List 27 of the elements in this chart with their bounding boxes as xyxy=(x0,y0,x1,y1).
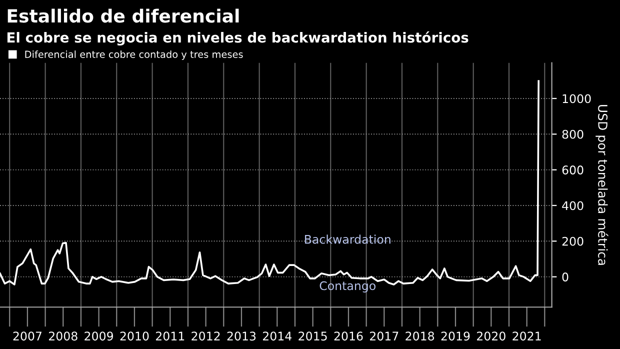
x-tick-label: 2015 xyxy=(298,332,327,341)
x-tick-label: 2012 xyxy=(192,332,220,341)
x-tick-label: 2011 xyxy=(156,332,184,341)
x-tick-label: 2019 xyxy=(441,332,470,341)
y-tick-label: 1000 xyxy=(562,94,591,104)
annotation: Backwardation xyxy=(305,234,390,244)
x-tick-label: 2014 xyxy=(262,332,292,341)
x-tick-label: 2009 xyxy=(84,332,113,341)
x-tick-label: 2007 xyxy=(13,332,42,341)
x-tick-label: 2016 xyxy=(334,332,363,341)
x-tick-label: 2013 xyxy=(227,332,256,341)
legend-label: Diferencial entre cobre contado y tres meses xyxy=(25,50,243,60)
x-tick-label: 2008 xyxy=(48,332,78,341)
x-tick-label: 2021 xyxy=(512,332,541,341)
x-tick-label: 2017 xyxy=(370,332,398,341)
x-tick-label: 2020 xyxy=(477,332,506,341)
y-axis-title: USD por tonelada métrica xyxy=(596,104,608,265)
y-tick-label: 400 xyxy=(562,201,584,210)
x-tick-label: 2010 xyxy=(120,332,149,341)
x-tick-label: 2018 xyxy=(406,332,434,341)
y-tick-label: 200 xyxy=(562,236,584,246)
chart-subtitle: El cobre se negocia en niveles de backwardation históricos xyxy=(7,31,468,46)
annotation: Contango xyxy=(320,281,376,292)
y-tick-label: 0 xyxy=(562,272,568,282)
y-tick-label: 600 xyxy=(562,166,584,174)
chart-title: Estallido de diferencial xyxy=(8,8,239,23)
y-tick-label: 800 xyxy=(562,130,584,139)
